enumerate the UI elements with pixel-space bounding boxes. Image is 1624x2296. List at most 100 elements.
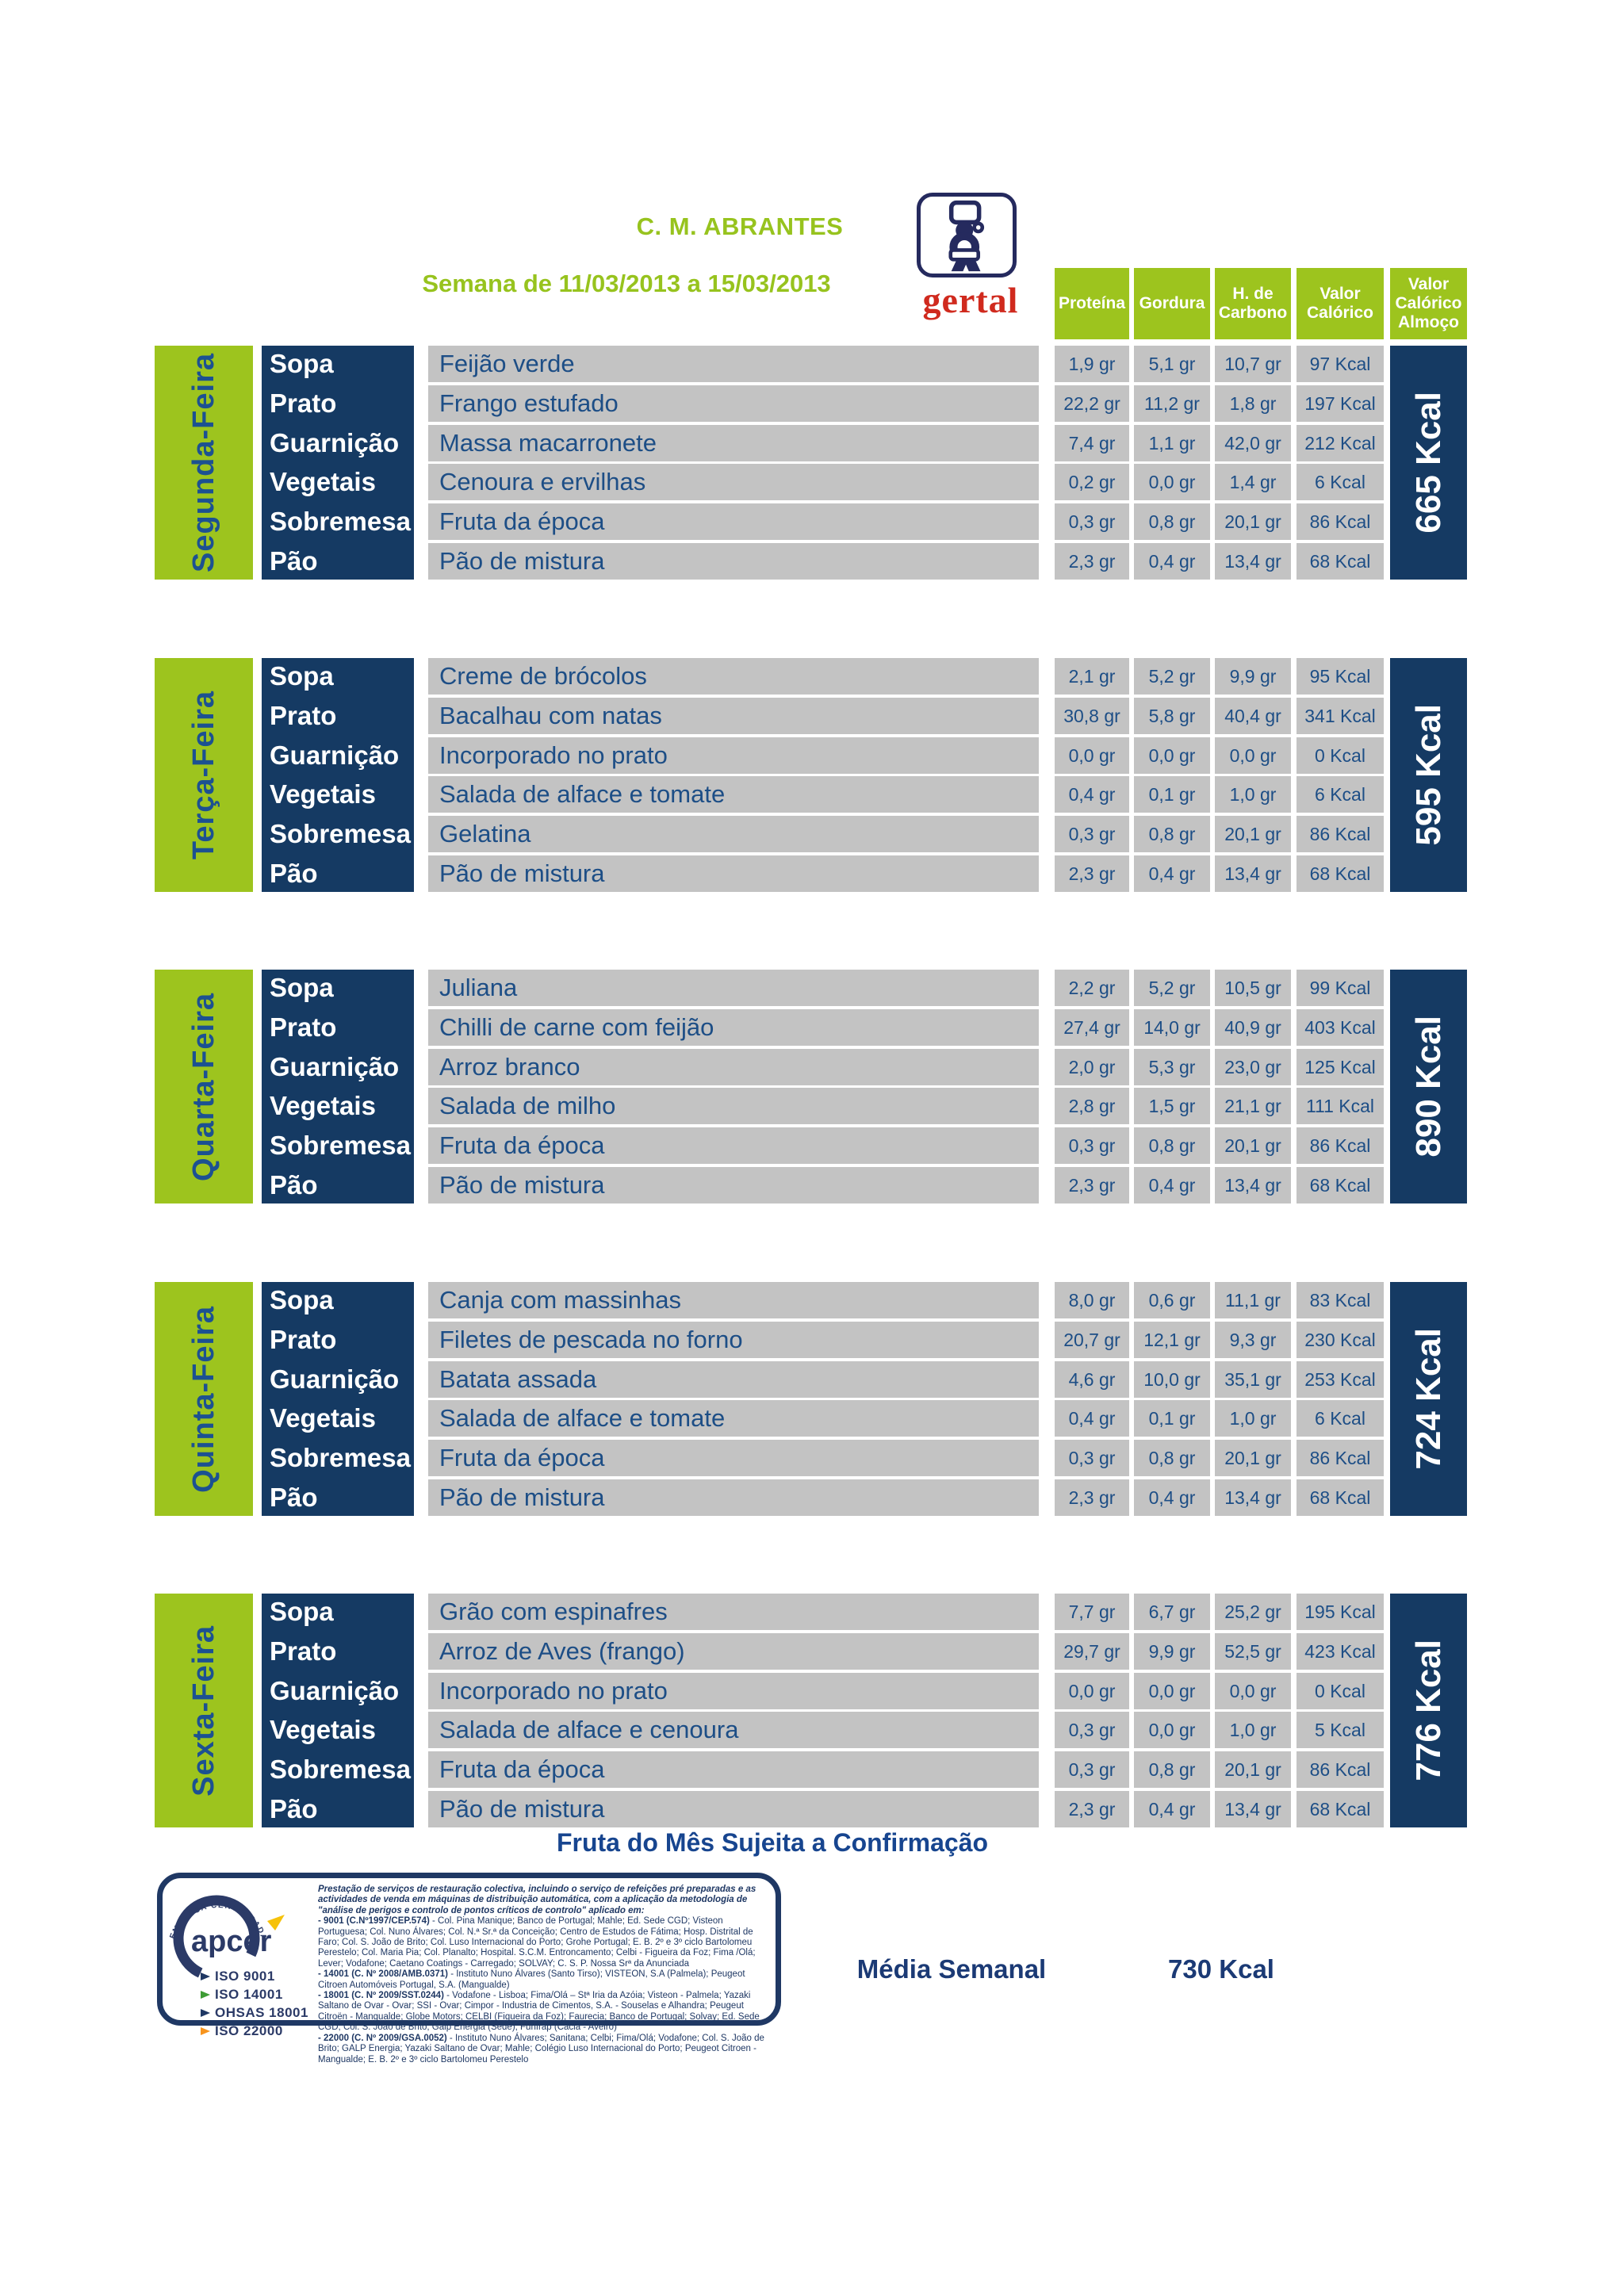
value-cell-kcal: 253 Kcal <box>1297 1361 1384 1398</box>
value-cell-protein: 0,4 gr <box>1055 776 1129 813</box>
value-cell-carbs: 9,3 gr <box>1215 1322 1291 1358</box>
value-cell-fat: 0,8 gr <box>1134 1751 1210 1788</box>
value-cell-fat: 0,8 gr <box>1134 503 1210 540</box>
value-cell-fat: 0,8 gr <box>1134 816 1210 852</box>
value-cell-kcal: 212 Kcal <box>1297 425 1384 461</box>
category-label: Sobremesa <box>270 507 411 536</box>
value-cell-carbs: 42,0 gr <box>1215 425 1291 461</box>
value-cell-carbs: 13,4 gr <box>1215 1479 1291 1516</box>
value-cell-protein: 2,3 gr <box>1055 1791 1129 1827</box>
value-cell-protein: 0,3 gr <box>1055 1751 1129 1788</box>
iso-label: ISO 14001 <box>215 1986 283 2002</box>
category-label: Guarnição <box>270 1364 400 1394</box>
value-cell-protein: 4,6 gr <box>1055 1361 1129 1398</box>
column-header-fat: Gordura <box>1134 268 1210 339</box>
value-cell-kcal: 86 Kcal <box>1297 503 1384 540</box>
apcer-logo-icon: EMPRESA CERTIFICADA apcer <box>168 1895 285 1982</box>
category-label: Vegetais <box>270 779 376 809</box>
category-label: Pão <box>270 546 318 576</box>
value-cell-protein: 7,7 gr <box>1055 1594 1129 1630</box>
category-label: Prato <box>270 1325 337 1354</box>
category-label: Prato <box>270 701 337 730</box>
column-header-kcal: Valor Calórico <box>1297 268 1384 339</box>
iso-row: OHSAS 18001 <box>201 2003 308 2022</box>
chef-logo-icon <box>948 200 985 271</box>
dish-cell: Fruta da época <box>428 1127 1039 1164</box>
value-cell-protein: 2,3 gr <box>1055 1479 1129 1516</box>
legal-entry-code: - 18001 (C. Nº 2009/SST.0244) <box>318 1991 444 2001</box>
value-cell-protein: 0,3 gr <box>1055 816 1129 852</box>
value-cell-protein: 0,0 gr <box>1055 1673 1129 1709</box>
category-label: Pão <box>270 1483 318 1512</box>
week-subtitle: Semana de 11/03/2013 a 15/03/2013 <box>422 270 831 297</box>
value-cell-protein: 2,3 gr <box>1055 543 1129 580</box>
legal-entry-code: - 22000 (C. Nº 2009/GSA.0052) <box>318 2033 447 2043</box>
weekly-average-label: Média Semanal <box>856 1954 1047 1984</box>
day-bar: Segunda-Feira <box>155 346 253 580</box>
iso-row: ISO 14001 <box>201 1985 308 2003</box>
dish-cell: Cenoura e ervilhas <box>428 464 1039 500</box>
value-cell-fat: 0,0 gr <box>1134 1712 1210 1748</box>
value-cell-carbs: 20,1 gr <box>1215 1127 1291 1164</box>
value-cell-fat: 0,4 gr <box>1134 543 1210 580</box>
iso-label: ISO 9001 <box>215 1968 275 1984</box>
category-label: Prato <box>270 1636 337 1666</box>
value-cell-carbs: 35,1 gr <box>1215 1361 1291 1398</box>
day-block: Terça-Feira Sopa Prato Guarnição Vegetais Sob… <box>0 658 1624 892</box>
value-cell-carbs: 20,1 gr <box>1215 1751 1291 1788</box>
day-bar: Sexta-Feira <box>155 1594 253 1827</box>
day-label: Terça-Feira <box>186 690 220 860</box>
value-cell-fat: 5,2 gr <box>1134 970 1210 1006</box>
value-cell-kcal: 6 Kcal <box>1297 776 1384 813</box>
category-label: Sobremesa <box>270 1443 411 1472</box>
dish-cell: Pão de mistura <box>428 1791 1039 1827</box>
flag-icon <box>201 2026 210 2035</box>
value-cell-fat: 0,1 gr <box>1134 776 1210 813</box>
value-cell-carbs: 10,5 gr <box>1215 970 1291 1006</box>
value-cell-fat: 5,2 gr <box>1134 658 1210 695</box>
value-cell-fat: 0,8 gr <box>1134 1127 1210 1164</box>
value-cell-kcal: 86 Kcal <box>1297 1127 1384 1164</box>
value-cell-carbs: 13,4 gr <box>1215 855 1291 892</box>
value-cell-carbs: 52,5 gr <box>1215 1633 1291 1670</box>
page-title: C. M. ABRANTES <box>636 212 844 240</box>
day-block: Quarta-Feira Sopa Prato Guarnição Vegetais So… <box>0 970 1624 1203</box>
dish-cell: Salada de alface e tomate <box>428 776 1039 813</box>
category-label: Vegetais <box>270 1091 376 1120</box>
value-cell-fat: 5,8 gr <box>1134 698 1210 734</box>
iso-certification-list: ISO 9001 ISO 14001 OHSAS 18001 ISO 22000 <box>201 1967 308 2040</box>
value-cell-protein: 30,8 gr <box>1055 698 1129 734</box>
value-cell-protein: 2,1 gr <box>1055 658 1129 695</box>
value-cell-protein: 7,4 gr <box>1055 425 1129 461</box>
day-total-bar: 776 Kcal <box>1390 1594 1467 1827</box>
category-label: Pão <box>270 859 318 888</box>
dish-cell: Creme de brócolos <box>428 658 1039 695</box>
dish-cell: Salada de alface e cenoura <box>428 1712 1039 1748</box>
value-cell-kcal: 111 Kcal <box>1297 1088 1384 1124</box>
value-cell-protein: 1,9 gr <box>1055 346 1129 382</box>
category-label: Vegetais <box>270 1715 376 1744</box>
legal-entry: - 18001 (C. Nº 2009/SST.0244) - Vodafone… <box>318 1991 770 2034</box>
value-cell-kcal: 423 Kcal <box>1297 1633 1384 1670</box>
dish-cell: Canja com massinhas <box>428 1282 1039 1318</box>
category-label: Guarnição <box>270 1052 400 1081</box>
value-cell-fat: 0,0 gr <box>1134 737 1210 774</box>
value-cell-kcal: 95 Kcal <box>1297 658 1384 695</box>
value-cell-kcal: 97 Kcal <box>1297 346 1384 382</box>
category-label: Guarnição <box>270 428 400 457</box>
day-total-value: 890 Kcal <box>1408 1016 1448 1158</box>
value-cell-carbs: 1,4 gr <box>1215 464 1291 500</box>
value-cell-carbs: 1,0 gr <box>1215 1400 1291 1437</box>
value-cell-fat: 0,0 gr <box>1134 1673 1210 1709</box>
day-total-bar: 890 Kcal <box>1390 970 1467 1203</box>
category-label: Guarnição <box>270 740 400 770</box>
value-cell-kcal: 6 Kcal <box>1297 464 1384 500</box>
certification-box: EMPRESA CERTIFICADA apcer ISO 9001 ISO 14… <box>157 1873 781 2064</box>
legal-entry-text: - Col. Pina Manique; Banco de Portugal; … <box>318 1916 756 1969</box>
legal-entry-code: - 14001 (C. Nº 2008/AMB.0371) <box>318 1969 448 1980</box>
category-label: Sopa <box>270 973 334 1002</box>
dish-cell: Fruta da época <box>428 1751 1039 1788</box>
category-label: Sopa <box>270 1285 334 1314</box>
category-label: Sopa <box>270 349 334 378</box>
value-cell-protein: 2,3 gr <box>1055 1167 1129 1203</box>
